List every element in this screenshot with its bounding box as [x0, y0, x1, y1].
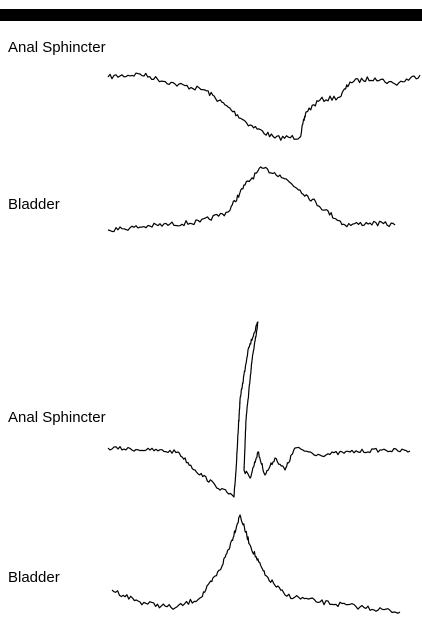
- bladder-trace: [111, 514, 401, 614]
- trace-label: Anal Sphincter: [8, 409, 106, 426]
- header-bar: [0, 9, 422, 21]
- trace-label: Anal Sphincter: [8, 39, 106, 56]
- trace-label: Bladder: [8, 196, 60, 213]
- anal-sphincter-trace: [107, 321, 411, 498]
- anal-sphincter-trace: [107, 72, 421, 141]
- trace-label: Bladder: [8, 569, 60, 586]
- bladder-trace: [107, 166, 396, 233]
